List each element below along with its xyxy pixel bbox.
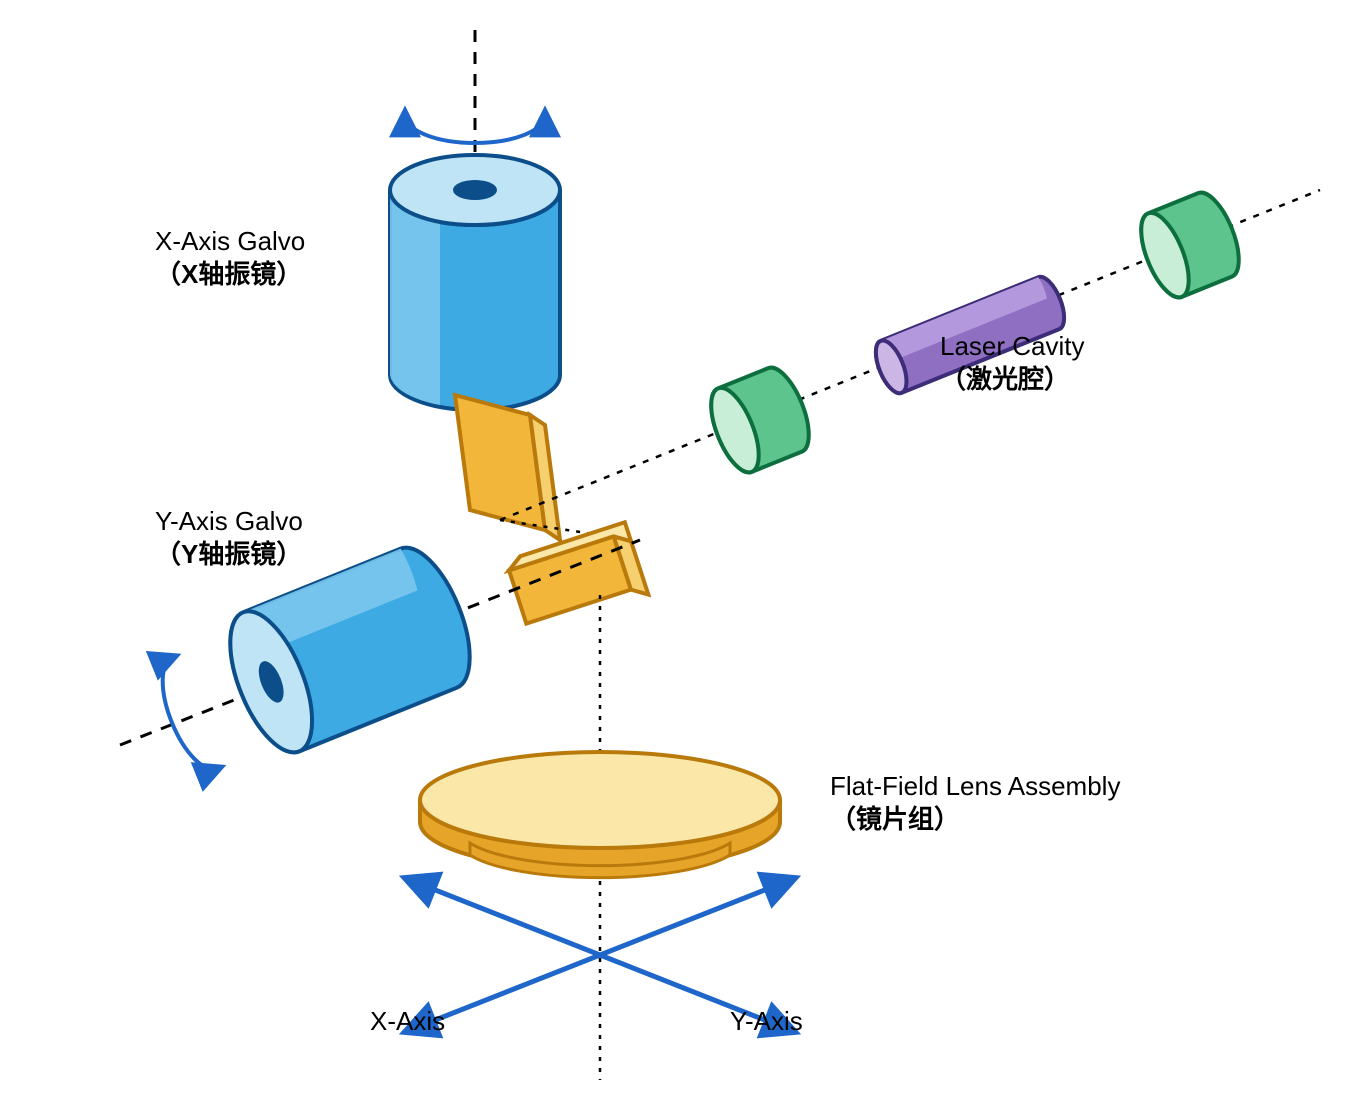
label-y-axis-text: Y-Axis	[730, 1006, 803, 1036]
label-x-axis: X-Axis	[370, 1005, 445, 1038]
x-galvo-cylinder	[390, 155, 560, 410]
label-y-galvo-cn: （Y轴振镜）	[155, 538, 303, 571]
label-x-axis-text: X-Axis	[370, 1006, 445, 1036]
diagram-stage: X-Axis Galvo （X轴振镜） Y-Axis Galvo （Y轴振镜） …	[0, 0, 1360, 1110]
label-lens: Flat-Field Lens Assembly （镜片组）	[830, 770, 1120, 835]
label-x-galvo: X-Axis Galvo （X轴振镜）	[155, 225, 305, 290]
flat-field-lens	[420, 752, 780, 878]
laser-element-green-1	[701, 361, 818, 478]
label-y-galvo: Y-Axis Galvo （Y轴振镜）	[155, 505, 303, 570]
label-laser-en: Laser Cavity	[940, 330, 1085, 363]
x-mirror	[455, 395, 560, 540]
label-lens-en: Flat-Field Lens Assembly	[830, 770, 1120, 803]
y-mirror	[506, 522, 648, 633]
label-y-axis: Y-Axis	[730, 1005, 803, 1038]
y-galvo-rotation-arrow	[149, 657, 217, 778]
label-laser-cavity: Laser Cavity （激光腔）	[940, 330, 1085, 395]
label-laser-cn: （激光腔）	[940, 363, 1085, 396]
label-lens-cn: （镜片组）	[830, 803, 1120, 836]
y-galvo-cylinder	[213, 537, 486, 764]
label-x-galvo-cn: （X轴振镜）	[155, 258, 305, 291]
laser-element-green-2	[1131, 186, 1248, 303]
label-y-galvo-en: Y-Axis Galvo	[155, 505, 303, 538]
label-x-galvo-en: X-Axis Galvo	[155, 225, 305, 258]
